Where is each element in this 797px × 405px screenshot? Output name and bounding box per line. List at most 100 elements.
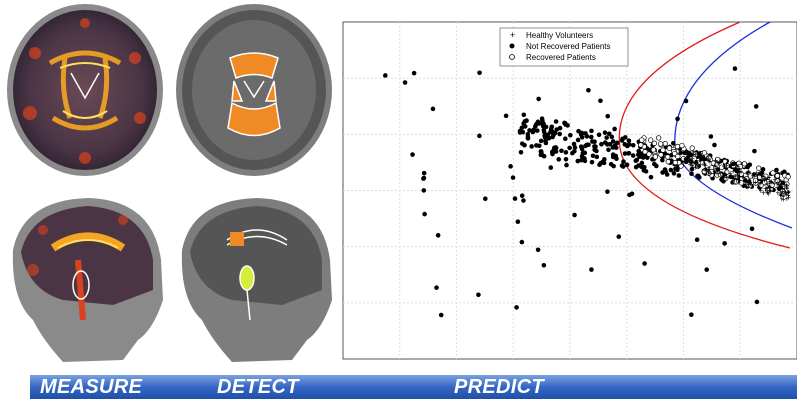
point-recovered xyxy=(756,165,762,171)
point-not-recovered xyxy=(602,130,608,135)
point-recovered xyxy=(656,135,662,141)
point-not-recovered xyxy=(563,156,569,162)
point-not-recovered xyxy=(602,157,607,162)
point-recovered xyxy=(650,147,657,153)
point-not-recovered xyxy=(607,141,613,147)
point-not-recovered xyxy=(673,166,678,172)
point-healthy: + xyxy=(778,180,783,189)
point-not-recovered xyxy=(542,135,548,140)
brain-axial-heatmap-image xyxy=(7,4,163,176)
process-banner: MEASURE DETECT PREDICT xyxy=(30,372,797,405)
point-recovered xyxy=(699,160,706,166)
point-healthy: + xyxy=(746,168,751,177)
point-not-recovered xyxy=(541,129,547,135)
point-healthy: + xyxy=(738,165,743,174)
point-recovered xyxy=(706,170,712,176)
point-healthy: + xyxy=(781,195,786,204)
point-not-recovered xyxy=(774,167,779,173)
point-not-recovered xyxy=(438,312,444,318)
point-healthy: + xyxy=(699,154,704,163)
point-recovered xyxy=(675,153,681,160)
point-not-recovered xyxy=(642,261,647,266)
point-recovered xyxy=(719,164,725,170)
point-not-recovered xyxy=(592,139,597,145)
point-not-recovered xyxy=(529,144,534,149)
point-not-recovered xyxy=(609,134,615,140)
point-not-recovered xyxy=(594,148,599,154)
point-not-recovered xyxy=(689,166,695,172)
point-not-recovered xyxy=(619,163,625,168)
point-not-recovered xyxy=(570,150,575,156)
point-not-recovered xyxy=(715,167,721,172)
point-not-recovered xyxy=(579,157,584,163)
point-not-recovered xyxy=(503,113,509,119)
point-healthy: + xyxy=(757,184,762,193)
point-not-recovered xyxy=(576,128,581,134)
point-recovered xyxy=(658,152,664,158)
point-healthy: + xyxy=(772,180,777,189)
point-not-recovered xyxy=(411,70,417,76)
point-recovered xyxy=(733,178,740,185)
point-not-recovered xyxy=(583,131,588,136)
point-not-recovered xyxy=(694,237,700,243)
point-not-recovered xyxy=(760,167,766,172)
point-recovered xyxy=(774,173,781,179)
point-healthy: + xyxy=(719,173,724,182)
point-recovered xyxy=(665,159,671,165)
point-healthy: + xyxy=(702,161,707,170)
point-healthy: + xyxy=(699,153,704,162)
point-not-recovered xyxy=(693,160,699,165)
point-not-recovered xyxy=(624,162,630,168)
point-recovered xyxy=(657,141,664,147)
point-healthy: + xyxy=(688,149,693,158)
point-healthy: + xyxy=(763,184,768,193)
point-healthy: + xyxy=(778,190,783,199)
point-healthy: + xyxy=(733,172,738,181)
point-healthy: + xyxy=(698,149,703,158)
point-healthy: + xyxy=(767,173,772,182)
point-not-recovered xyxy=(708,134,714,139)
point-not-recovered xyxy=(590,153,596,159)
point-not-recovered xyxy=(538,152,544,158)
point-not-recovered xyxy=(602,140,608,145)
point-recovered xyxy=(758,182,764,188)
point-recovered xyxy=(752,177,759,184)
point-healthy: + xyxy=(779,177,784,186)
point-healthy: + xyxy=(736,164,741,173)
point-not-recovered xyxy=(514,305,519,310)
point-healthy: + xyxy=(693,163,698,172)
point-healthy: + xyxy=(723,169,728,178)
point-healthy: + xyxy=(786,189,791,198)
point-healthy: + xyxy=(747,168,752,177)
point-healthy: + xyxy=(780,187,785,196)
point-healthy: + xyxy=(748,178,753,187)
point-healthy: + xyxy=(765,186,770,195)
point-not-recovered xyxy=(749,226,755,232)
point-not-recovered xyxy=(535,247,541,253)
point-recovered xyxy=(674,143,681,150)
point-not-recovered xyxy=(578,132,584,137)
point-not-recovered xyxy=(642,164,647,170)
point-not-recovered xyxy=(732,66,738,71)
point-healthy: + xyxy=(737,167,742,176)
point-not-recovered xyxy=(621,159,626,164)
point-healthy: + xyxy=(744,168,749,177)
point-healthy: + xyxy=(736,167,741,176)
point-healthy: + xyxy=(758,178,763,187)
point-not-recovered xyxy=(728,174,733,180)
point-healthy: + xyxy=(759,172,764,181)
point-not-recovered xyxy=(434,285,439,290)
point-not-recovered xyxy=(421,188,427,193)
point-not-recovered xyxy=(572,212,577,218)
point-healthy: + xyxy=(746,167,751,176)
point-healthy: + xyxy=(706,167,711,176)
point-recovered xyxy=(769,182,775,188)
point-not-recovered xyxy=(519,193,525,199)
point-recovered xyxy=(638,142,644,148)
point-not-recovered xyxy=(630,153,636,158)
point-healthy: + xyxy=(761,173,766,182)
point-healthy: + xyxy=(779,194,784,203)
point-healthy: + xyxy=(762,174,767,183)
point-healthy: + xyxy=(701,153,706,162)
point-healthy: + xyxy=(706,154,711,163)
